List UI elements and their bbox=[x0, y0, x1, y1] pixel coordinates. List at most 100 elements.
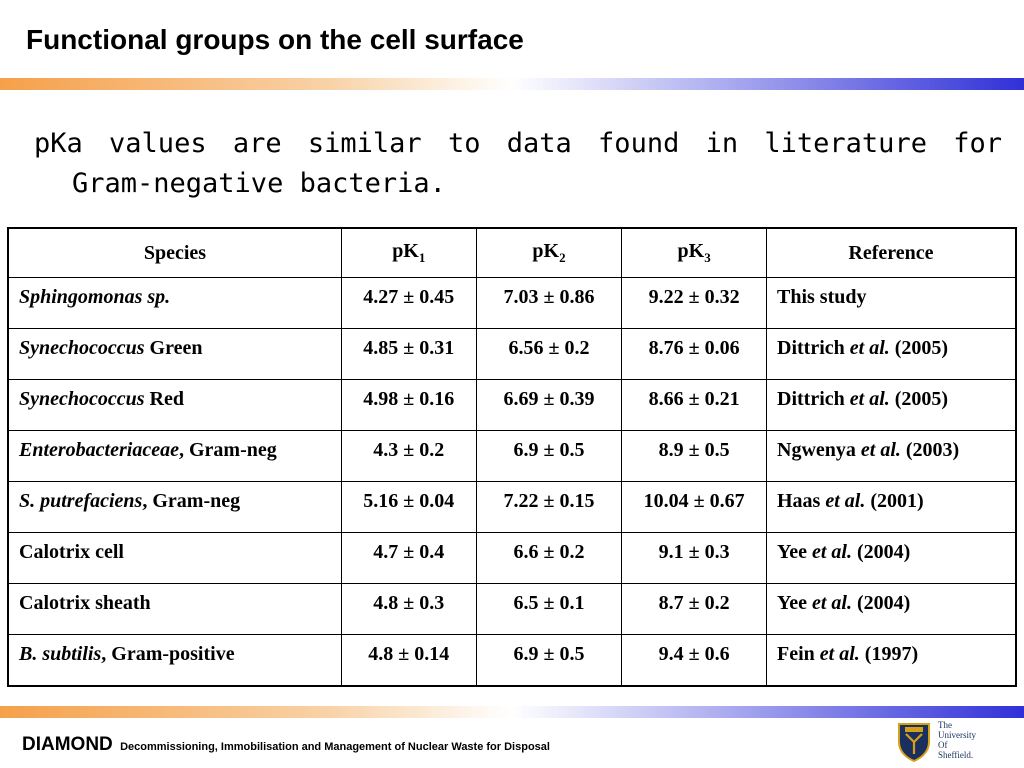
pk3-cell: 8.66 ± 0.21 bbox=[621, 379, 767, 431]
ref-etal: et al. bbox=[825, 490, 866, 512]
ref-etal: et al. bbox=[811, 592, 852, 614]
ref-author: Dittrich bbox=[777, 388, 850, 410]
species-cell: Synechococcus Green bbox=[7, 328, 342, 380]
table-row: B. subtilis, Gram-positive 4.8 ± 0.14 6.9 … bbox=[7, 634, 1017, 687]
pk1-cell: 4.27 ± 0.45 bbox=[340, 277, 477, 329]
university-logo: The University Of Sheffield. bbox=[897, 720, 993, 764]
species-rest: , Gram-neg bbox=[142, 490, 241, 512]
reference-cell: Haas et al. (2001) bbox=[766, 481, 1017, 533]
table-row: Sphingomonas sp. 4.27 ± 0.45 7.03 ± 0.86 9.… bbox=[7, 277, 1017, 329]
species-italic: Enterobacteriaceae bbox=[19, 439, 179, 461]
table-row: Calotrix cell 4.7 ± 0.4 6.6 ± 0.2 9.1 ± 0.3… bbox=[7, 532, 1017, 584]
pk1-cell: 5.16 ± 0.04 bbox=[340, 481, 477, 533]
species-cell: Calotrix cell bbox=[7, 532, 342, 584]
pk3-cell: 8.7 ± 0.2 bbox=[621, 583, 767, 635]
ref-etal: et al. bbox=[819, 643, 860, 665]
species-cell: Calotrix sheath bbox=[7, 583, 342, 635]
header-pk2: pK2 bbox=[475, 227, 623, 278]
species-cell: B. subtilis, Gram-positive bbox=[7, 634, 342, 687]
pk1-cell: 4.3 ± 0.2 bbox=[340, 430, 477, 482]
species-cell: S. putrefaciens, Gram-neg bbox=[7, 481, 342, 533]
pk1-cell: 4.85 ± 0.31 bbox=[340, 328, 477, 380]
pk3-cell: 9.1 ± 0.3 bbox=[621, 532, 767, 584]
header-gradient-band bbox=[0, 78, 1024, 90]
intro-text: pKa values are similar to data found in … bbox=[34, 128, 1002, 199]
reference-cell: This study bbox=[766, 277, 1017, 329]
pk2-cell: 6.5 ± 0.1 bbox=[475, 583, 623, 635]
header-pk1: pK1 bbox=[340, 227, 477, 278]
pk3-cell: 9.4 ± 0.6 bbox=[621, 634, 767, 687]
ref-etal: et al. bbox=[811, 541, 852, 563]
species-rest: , Gram-positive bbox=[101, 643, 235, 665]
footer-brand-name: DIAMOND bbox=[22, 734, 113, 755]
header-pk3: pK3 bbox=[621, 227, 767, 278]
ref-year: (2004) bbox=[851, 592, 911, 614]
pk2-cell: 6.56 ± 0.2 bbox=[475, 328, 623, 380]
table-row: Synechococcus Red 4.98 ± 0.16 6.69 ± 0.39 8… bbox=[7, 379, 1017, 431]
reference-cell: Yee et al. (2004) bbox=[766, 532, 1017, 584]
ref-year: (2005) bbox=[889, 388, 949, 410]
pk3-cell: 8.76 ± 0.06 bbox=[621, 328, 767, 380]
ref-year: (2005) bbox=[889, 337, 949, 359]
ref-year: (2004) bbox=[851, 541, 911, 563]
ref-author: Ngwenya bbox=[777, 439, 861, 461]
ref-etal: et al. bbox=[849, 388, 890, 410]
footer-description: Decommissioning, Immobilisation and Mana… bbox=[120, 741, 550, 753]
pk1-cell: 4.8 ± 0.14 bbox=[340, 634, 477, 687]
species-cell: Enterobacteriaceae, Gram-neg bbox=[7, 430, 342, 482]
shield-icon bbox=[898, 723, 930, 762]
table-header-row: Species pK1 pK2 pK3 Reference bbox=[7, 227, 1017, 278]
reference-cell: Ngwenya et al. (2003) bbox=[766, 430, 1017, 482]
ref-author: Haas bbox=[777, 490, 826, 512]
species-italic: S. putrefaciens bbox=[19, 490, 143, 512]
logo-text: The University Of Sheffield. bbox=[938, 720, 976, 760]
species-cell: Sphingomonas sp. bbox=[7, 277, 342, 329]
ref-etal: et al. bbox=[849, 337, 890, 359]
ref-year: (1997) bbox=[859, 643, 919, 665]
footer-brand: DIAMOND Decommissioning, Immobilisation … bbox=[22, 734, 550, 756]
pk2-cell: 6.6 ± 0.2 bbox=[475, 532, 623, 584]
slide-title: Functional groups on the cell surface bbox=[26, 24, 524, 55]
species-cell: Synechococcus Red bbox=[7, 379, 342, 431]
pk2-cell: 6.9 ± 0.5 bbox=[475, 634, 623, 687]
species-italic: Synechococcus bbox=[19, 337, 145, 359]
species-rest: Red bbox=[144, 388, 184, 410]
ref-etal: et al. bbox=[860, 439, 901, 461]
species-italic: B. subtilis bbox=[19, 643, 102, 665]
header-reference: Reference bbox=[766, 227, 1017, 278]
ref-author: Fein bbox=[777, 643, 820, 665]
ref-author: Yee bbox=[777, 592, 812, 614]
pk1-cell: 4.98 ± 0.16 bbox=[340, 379, 477, 431]
ref-author: Dittrich bbox=[777, 337, 850, 359]
table-row: Enterobacteriaceae, Gram-neg 4.3 ± 0.2 6.9… bbox=[7, 430, 1017, 482]
ref-author: This study bbox=[777, 286, 867, 308]
species-rest: , Gram-neg bbox=[178, 439, 277, 461]
species-rest: Calotrix sheath bbox=[19, 592, 151, 614]
table-row: Synechococcus Green 4.85 ± 0.31 6.56 ± 0.2… bbox=[7, 328, 1017, 380]
pk2-cell: 7.03 ± 0.86 bbox=[475, 277, 623, 329]
pk3-cell: 9.22 ± 0.32 bbox=[621, 277, 767, 329]
pk2-cell: 6.9 ± 0.5 bbox=[475, 430, 623, 482]
species-italic: Synechococcus bbox=[19, 388, 145, 410]
ref-year: (2003) bbox=[900, 439, 960, 461]
ref-author: Yee bbox=[777, 541, 812, 563]
ref-year: (2001) bbox=[865, 490, 924, 512]
reference-cell: Dittrich et al. (2005) bbox=[766, 379, 1017, 431]
pka-table: Species pK1 pK2 pK3 Reference Sphingomon… bbox=[7, 227, 1017, 687]
header-species: Species bbox=[7, 227, 342, 278]
pk2-cell: 7.22 ± 0.15 bbox=[475, 481, 623, 533]
pk2-cell: 6.69 ± 0.39 bbox=[475, 379, 623, 431]
reference-cell: Yee et al. (2004) bbox=[766, 583, 1017, 635]
species-italic: Sphingomonas sp. bbox=[19, 286, 171, 308]
table-row: Calotrix sheath 4.8 ± 0.3 6.5 ± 0.1 8.7 ± 0… bbox=[7, 583, 1017, 635]
pk3-cell: 10.04 ± 0.67 bbox=[621, 481, 767, 533]
footer-gradient-band bbox=[0, 706, 1024, 718]
pk1-cell: 4.7 ± 0.4 bbox=[340, 532, 477, 584]
species-rest: Calotrix cell bbox=[19, 541, 124, 563]
pk1-cell: 4.8 ± 0.3 bbox=[340, 583, 477, 635]
reference-cell: Fein et al. (1997) bbox=[766, 634, 1017, 687]
species-rest: Green bbox=[144, 337, 203, 359]
table-row: S. putrefaciens, Gram-neg 5.16 ± 0.04 7.22… bbox=[7, 481, 1017, 533]
pk3-cell: 8.9 ± 0.5 bbox=[621, 430, 767, 482]
reference-cell: Dittrich et al. (2005) bbox=[766, 328, 1017, 380]
